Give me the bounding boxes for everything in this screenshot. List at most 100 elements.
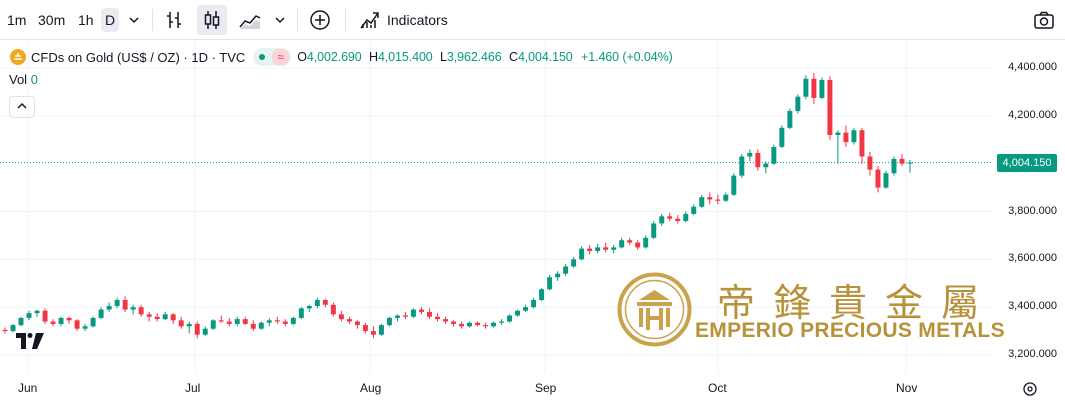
candle-body <box>467 322 472 327</box>
area-chart-icon[interactable] <box>238 8 262 32</box>
ohlc-values: O4,002.690 H4,015.400 L3,962.466 C4,004.… <box>297 50 672 64</box>
candle-body <box>867 156 873 170</box>
candle <box>835 130 841 164</box>
candle <box>563 264 569 277</box>
candle-body <box>290 317 296 324</box>
candle-body <box>242 319 248 324</box>
candle <box>170 313 176 324</box>
candle <box>186 321 192 334</box>
candle <box>378 323 384 336</box>
divider <box>152 9 153 31</box>
candle <box>595 243 601 254</box>
candle-body <box>515 310 521 316</box>
candle <box>555 271 561 281</box>
candle-body <box>747 152 753 157</box>
candle-body <box>418 309 424 312</box>
bar-chart-icon[interactable] <box>162 8 186 32</box>
candlestick-icon[interactable] <box>200 8 224 32</box>
candle-body <box>58 317 64 324</box>
candle <box>258 321 264 330</box>
candle <box>154 313 160 322</box>
candle <box>803 75 809 100</box>
candle <box>210 319 216 330</box>
interval-d[interactable]: D <box>101 8 119 32</box>
candle-body <box>250 323 256 329</box>
candle-body <box>555 273 561 278</box>
candle <box>515 309 521 317</box>
add-compare-icon[interactable] <box>308 8 332 32</box>
candle-body <box>154 316 160 320</box>
candle-body <box>10 325 16 332</box>
symbol-legend: CFDs on Gold (US$ / OZ) · 1D · TVC ≈ O4,… <box>9 48 673 66</box>
candle <box>715 194 721 205</box>
high-value: 4,015.400 <box>377 50 433 64</box>
candles-button-bg[interactable] <box>197 5 227 35</box>
candle-body <box>234 319 240 324</box>
candle-body <box>194 323 200 335</box>
candle-body <box>539 289 545 300</box>
candle-body <box>787 111 793 128</box>
indicators-button[interactable]: Indicators <box>387 12 448 28</box>
candle-body <box>426 311 432 317</box>
price-chart[interactable] <box>0 41 1065 404</box>
candle <box>883 170 889 189</box>
candle-body <box>507 315 513 322</box>
candle-body <box>659 216 665 224</box>
divider <box>345 9 346 31</box>
candle <box>451 320 456 327</box>
interval-1m[interactable]: 1m <box>7 12 27 28</box>
candle <box>306 304 312 312</box>
candle <box>74 319 80 332</box>
candle <box>202 326 208 336</box>
candle-body <box>266 320 272 323</box>
candle-body <box>707 197 713 200</box>
candle <box>338 310 344 322</box>
chevron-down-icon[interactable] <box>122 8 146 32</box>
candle-body <box>755 152 761 168</box>
tradingview-logo[interactable] <box>14 330 46 352</box>
candle <box>531 297 537 309</box>
candle <box>723 192 729 202</box>
candle-body <box>90 317 96 327</box>
emperio-logo <box>617 272 692 347</box>
candle <box>426 308 432 320</box>
candle <box>346 316 352 324</box>
candle-body <box>563 266 569 274</box>
indicators-icon[interactable] <box>358 8 382 32</box>
candle <box>643 235 649 249</box>
interval-1h[interactable]: 1h <box>78 12 94 28</box>
candle-body <box>643 237 649 248</box>
interval-30m[interactable]: 30m <box>38 12 66 28</box>
candle <box>707 192 713 205</box>
candle <box>178 316 184 329</box>
candle-body <box>731 175 737 195</box>
candle <box>226 317 232 327</box>
candle-body <box>2 329 8 332</box>
candle-body <box>186 323 192 327</box>
candle <box>290 316 296 326</box>
candle-body <box>362 325 368 332</box>
current-price-label: 4,004.150 <box>997 153 1057 172</box>
candle <box>795 94 801 114</box>
symbol-title[interactable]: CFDs on Gold (US$ / OZ) · 1D · TVC <box>31 49 246 65</box>
settings-icon[interactable] <box>1021 380 1039 398</box>
candle-body <box>34 310 40 314</box>
status-badge[interactable]: ≈ <box>253 48 292 66</box>
candle <box>731 173 737 196</box>
candle <box>547 274 553 291</box>
candle-body <box>146 314 152 317</box>
candle-body <box>106 305 112 310</box>
candle <box>779 125 785 149</box>
candle-body <box>771 146 777 164</box>
candle <box>683 211 689 223</box>
candle <box>603 242 609 253</box>
collapse-legend-button[interactable] <box>9 96 35 118</box>
candle <box>106 302 112 312</box>
time-tick-label: Sep <box>535 381 557 395</box>
camera-icon[interactable] <box>1032 8 1056 32</box>
candle <box>26 310 32 321</box>
chevron-down-icon[interactable] <box>268 8 292 32</box>
candle-body <box>619 240 625 248</box>
candle <box>130 304 136 315</box>
candle-body <box>26 313 32 318</box>
